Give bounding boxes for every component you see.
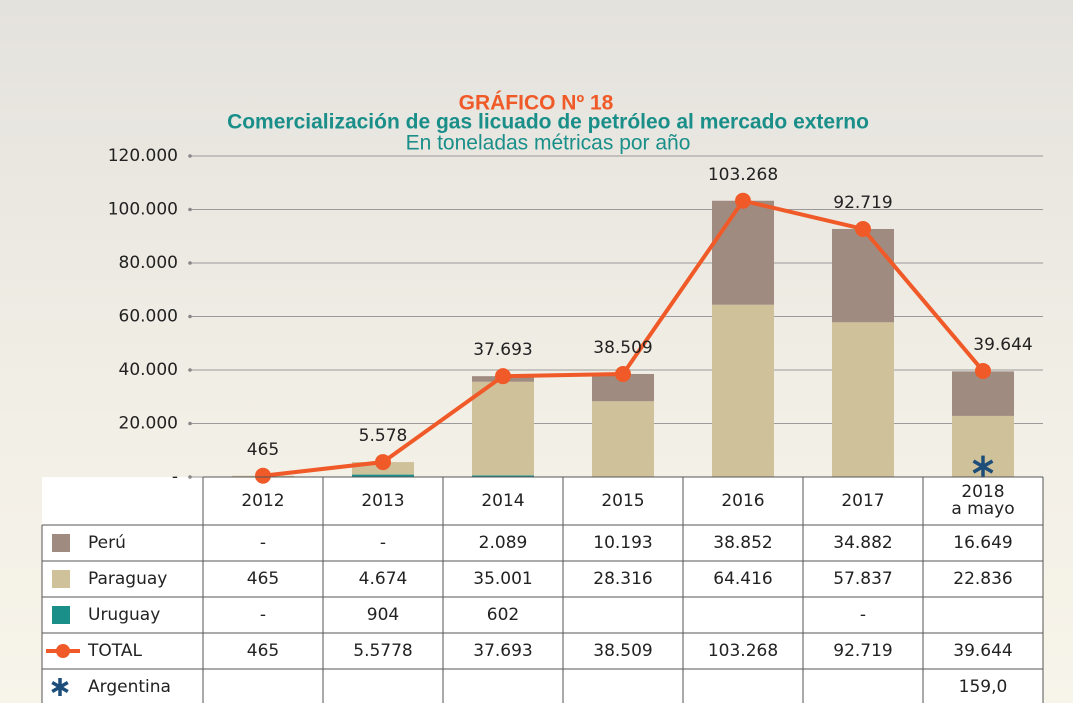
data-label: 37.693 — [473, 340, 532, 360]
x-tick-label: 2014 — [481, 491, 524, 511]
x-tick-line: a mayo — [951, 499, 1014, 519]
tick-dot — [188, 421, 192, 426]
table-cell: 37.693 — [473, 641, 532, 661]
bar-segment — [472, 475, 534, 477]
table-cell: 38.509 — [593, 641, 652, 661]
tick-dot — [188, 475, 192, 479]
tick-dot — [188, 207, 192, 212]
chart-title: GRÁFICO Nº 18 — [459, 92, 614, 115]
y-tick-label: 120.000 — [108, 146, 178, 166]
asterisk-stroke — [51, 680, 69, 694]
legend-label: Perú — [88, 533, 126, 553]
table-background — [42, 477, 1043, 703]
table-cell: 4.674 — [359, 569, 408, 589]
table-cell: 103.268 — [708, 641, 778, 661]
table-cell: 57.837 — [833, 569, 892, 589]
table-cell: 35.001 — [473, 569, 532, 589]
data-label: 465 — [247, 440, 279, 460]
bar-segment — [472, 381, 534, 476]
tick-dot — [188, 314, 192, 319]
y-tick-label: 100.000 — [108, 200, 178, 220]
y-tick-label: 80.000 — [119, 253, 178, 273]
table-cell: 465 — [247, 569, 279, 589]
table-cell: 92.719 — [833, 641, 892, 661]
total-dot — [495, 368, 511, 385]
x-tick-label: 2018 a mayo — [951, 482, 1014, 519]
table-cell: 34.882 — [833, 533, 892, 553]
asterisk — [972, 455, 994, 478]
data-label: 39.644 — [973, 335, 1032, 355]
y-tick-label: 20.000 — [119, 414, 178, 434]
y-tick-label: 40.000 — [119, 360, 178, 380]
x-tick-label: 2013 — [361, 491, 404, 511]
legend-label: Argentina — [88, 677, 171, 697]
table-cell: 16.649 — [953, 533, 1012, 553]
y-tick-label: 60.000 — [119, 307, 178, 327]
legend-label: Paraguay — [88, 569, 167, 589]
chart-unit: En toneladas métricas por año — [406, 132, 691, 155]
table-cell: 602 — [487, 605, 519, 625]
bar-segment — [712, 200, 774, 305]
data-label: 92.719 — [833, 193, 892, 213]
table-cell: - — [260, 533, 266, 553]
table-cell: 28.316 — [593, 569, 652, 589]
bar-segment — [832, 228, 894, 323]
table-cell: 904 — [367, 605, 399, 625]
x-tick-label: 2015 — [601, 491, 644, 511]
table-cell: 39.644 — [953, 641, 1012, 661]
chart-subtitle: Comercialización de gas licuado de petró… — [227, 111, 869, 134]
table-cell: 10.193 — [593, 533, 652, 553]
table-cell: 159,0 — [959, 677, 1008, 697]
table-cell: 465 — [247, 641, 279, 661]
bar-segment — [352, 474, 414, 477]
legend-swatch — [52, 534, 70, 552]
legend-dot — [56, 644, 70, 658]
table-cell: 2.089 — [479, 533, 528, 553]
table-cell: 5.5778 — [353, 641, 412, 661]
legend-label: Uruguay — [88, 605, 160, 625]
legend-swatch — [52, 606, 70, 624]
total-dot — [615, 365, 631, 382]
total-dot — [255, 467, 271, 484]
table-cell: - — [380, 533, 386, 553]
total-dot — [375, 454, 391, 471]
table-cell: - — [260, 605, 266, 625]
data-label: 103.268 — [708, 165, 778, 185]
bar-segment — [712, 304, 774, 477]
table-cell: 22.836 — [953, 569, 1012, 589]
legend-label: TOTAL — [87, 641, 142, 661]
total-dot — [855, 220, 871, 237]
asterisk-stroke — [972, 459, 994, 474]
tick-dot — [188, 154, 192, 158]
x-tick-label: 2017 — [841, 491, 884, 511]
data-label: 38.509 — [593, 338, 652, 358]
x-tick-label: 2016 — [721, 491, 764, 511]
total-dot — [975, 362, 991, 379]
bar-segment — [832, 322, 894, 477]
data-label: 5.578 — [359, 426, 408, 446]
x-tick-line: 2018 — [961, 482, 1004, 502]
table-cell: - — [860, 605, 866, 625]
table-cell: 38.852 — [713, 533, 772, 553]
legend-swatch — [52, 570, 70, 588]
tick-dot — [188, 368, 192, 372]
total-dot — [735, 192, 751, 209]
bar-segment — [592, 401, 654, 477]
table-cell: 64.416 — [713, 569, 772, 589]
tick-dot — [188, 261, 192, 265]
y-tick-label: - — [172, 467, 178, 487]
x-tick-label: 2012 — [241, 491, 284, 511]
asterisk — [51, 678, 69, 696]
